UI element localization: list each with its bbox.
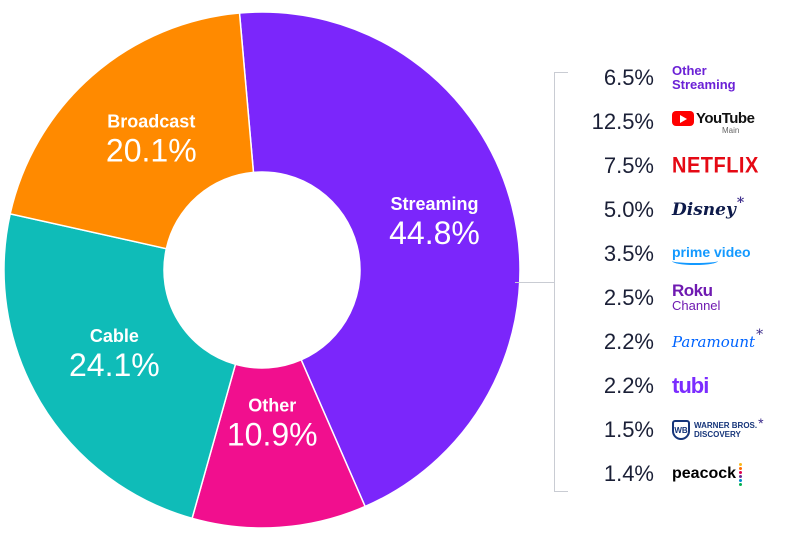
logo-subtext: Channel — [672, 298, 721, 313]
donut-slice-other — [191, 358, 367, 529]
netflix-logo: NETFLIX — [672, 153, 759, 178]
row-value: 2.2% — [603, 329, 654, 354]
row-value: 3.5% — [603, 241, 654, 266]
disney-logo: Disney * — [672, 195, 744, 220]
prime-video-logo: prime video — [672, 244, 751, 265]
slice-value-streaming: 44.8% — [389, 215, 480, 251]
peacock-logo: peacock — [672, 462, 743, 486]
row-value: 1.4% — [603, 461, 654, 486]
row-value: 2.2% — [603, 373, 654, 398]
logo-text: prime video — [672, 243, 751, 260]
breakdown-row-prime-video: 3.5% prime video — [550, 232, 786, 276]
logo-text: Roku — [672, 281, 713, 300]
breakdown-row-peacock: 1.4% peacock — [550, 452, 786, 496]
breakdown-row-disney: 5.0% Disney * — [550, 188, 786, 232]
smile-arrow-icon — [672, 257, 718, 265]
logo-text: peacock — [672, 465, 737, 482]
logo-text: Paramount — [672, 333, 756, 351]
donut-slice-cable — [3, 212, 237, 520]
bracket-connector — [515, 282, 555, 283]
logo-line-2: Streaming — [672, 77, 736, 92]
other-streaming-logo: Other Streaming — [672, 64, 736, 92]
play-icon — [672, 110, 694, 126]
breakdown-row-youtube: 12.5% YouTube Main — [550, 100, 786, 144]
asterisk: * — [756, 327, 764, 343]
slice-label-other: Other — [248, 396, 296, 416]
row-value: 6.5% — [603, 65, 654, 90]
streaming-breakdown-list: 6.5% Other Streaming 12.5% YouTube Main … — [515, 56, 786, 506]
bracket-top-tick — [554, 72, 568, 73]
row-value: 12.5% — [591, 109, 654, 134]
slice-value-other: 10.9% — [227, 417, 318, 453]
breakdown-row-roku: 2.5% Roku Channel — [550, 276, 786, 320]
asterisk: * — [758, 415, 764, 431]
slice-label-broadcast: Broadcast — [107, 112, 195, 132]
tubi-logo: tubi — [672, 373, 709, 398]
slice-value-broadcast: 20.1% — [106, 133, 197, 169]
row-value: 5.0% — [603, 197, 654, 222]
slice-label-cable: Cable — [90, 326, 139, 346]
asterisk: * — [736, 195, 745, 211]
roku-channel-logo: Roku Channel — [672, 281, 721, 313]
peacock-dots-icon — [739, 462, 743, 486]
logo-subtext: Main — [722, 125, 740, 135]
row-value: 7.5% — [603, 153, 654, 178]
bracket-bottom-tick — [554, 491, 568, 492]
breakdown-row-paramount: 2.2% Paramount * — [550, 320, 786, 364]
logo-line-2: DISCOVERY — [694, 430, 741, 439]
breakdown-row-tubi: 2.2% tubi — [550, 364, 786, 408]
breakdown-row-other-streaming: 6.5% Other Streaming — [550, 56, 786, 100]
breakdown-row-netflix: 7.5% NETFLIX — [550, 144, 786, 188]
row-value: 2.5% — [603, 285, 654, 310]
wb-shield-icon: WB — [672, 420, 690, 440]
row-value: 1.5% — [603, 417, 654, 442]
logo-text: YouTube — [696, 109, 755, 127]
donut-slice-broadcast — [9, 12, 255, 250]
slice-label-streaming: Streaming — [390, 194, 478, 214]
logo-text: Disney — [672, 200, 736, 220]
donut-slice-streaming — [238, 11, 521, 508]
paramount-logo: Paramount * — [672, 327, 763, 351]
logo-line-1: Other — [672, 63, 707, 78]
breakdown-row-wbd: 1.5% WB WARNER BROS. DISCOVERY * — [550, 408, 786, 452]
youtube-logo: YouTube Main — [672, 109, 755, 135]
slice-value-cable: 24.1% — [69, 347, 160, 383]
logo-line-1: WARNER BROS. — [694, 421, 758, 430]
warner-bros-discovery-logo: WB WARNER BROS. DISCOVERY * — [672, 415, 764, 440]
